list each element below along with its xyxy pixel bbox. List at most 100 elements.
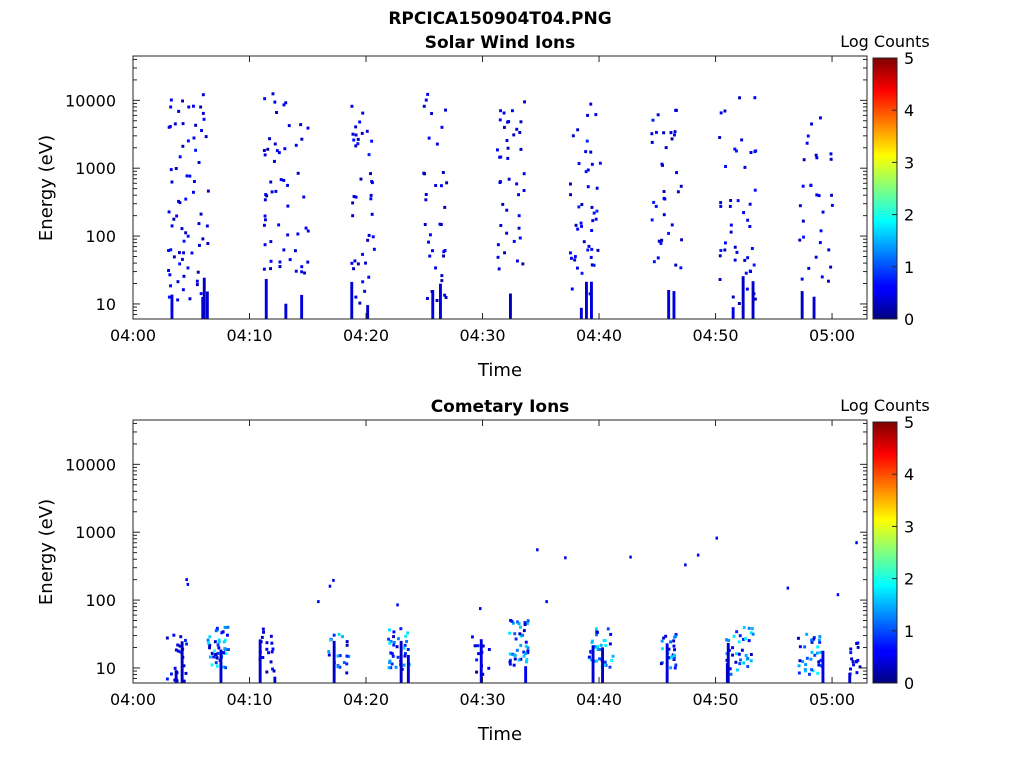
data-cell	[294, 143, 298, 147]
data-cell	[736, 199, 740, 203]
data-cell	[512, 653, 516, 657]
data-cell	[181, 144, 185, 148]
data-cell	[261, 656, 265, 659]
data-cell	[208, 655, 212, 659]
data-cell	[275, 149, 279, 153]
data-cell	[304, 226, 308, 230]
data-cell	[279, 178, 283, 182]
data-cell	[753, 188, 757, 192]
data-cell	[603, 663, 607, 667]
data-cell	[199, 212, 203, 216]
data-cell	[264, 218, 267, 222]
data-cell	[603, 639, 607, 643]
data-cell	[594, 217, 598, 221]
data-cell	[263, 214, 267, 218]
data-cell	[813, 653, 817, 657]
data-cell	[733, 147, 737, 151]
data-cell	[263, 198, 267, 202]
data-cell	[200, 129, 203, 132]
data-cell	[440, 184, 443, 188]
data-cell	[503, 125, 506, 129]
data-cell	[286, 233, 290, 237]
data-cell	[273, 159, 276, 163]
data-cell	[201, 111, 205, 115]
data-cell	[369, 197, 373, 201]
data-cell	[805, 656, 809, 660]
data-cell	[744, 271, 748, 275]
data-cell	[753, 297, 757, 301]
colorbar-tick-label: 5	[904, 413, 914, 432]
data-cell	[267, 651, 270, 655]
data-cell	[208, 646, 211, 650]
data-cell	[192, 104, 195, 108]
data-cell	[742, 637, 745, 641]
data-cell	[286, 183, 289, 187]
data-cell	[856, 645, 860, 649]
spectrogram-data	[165, 536, 862, 683]
data-cell	[479, 639, 483, 683]
panel-title: Cometary Ions	[431, 397, 570, 417]
data-cell	[445, 181, 449, 185]
data-cell	[351, 201, 355, 205]
data-cell	[657, 239, 661, 243]
x-tick-label: 04:10	[226, 326, 272, 345]
data-cell	[803, 645, 807, 649]
data-cell	[402, 663, 406, 667]
data-cell	[327, 653, 331, 657]
data-cell	[523, 621, 527, 624]
data-cell	[718, 254, 722, 258]
x-tick-label: 04:30	[459, 690, 505, 709]
data-cell	[819, 116, 822, 120]
data-cell	[477, 652, 480, 656]
data-cell	[675, 108, 678, 112]
data-cell	[356, 137, 360, 141]
data-cell	[496, 255, 500, 259]
data-cell	[282, 178, 286, 182]
data-cell	[518, 632, 522, 636]
data-cell	[508, 652, 512, 656]
data-cell	[389, 666, 393, 670]
data-cell	[810, 650, 814, 654]
data-cell	[735, 630, 739, 634]
data-cell	[342, 661, 346, 665]
data-cell	[715, 536, 718, 540]
data-cell	[570, 256, 573, 260]
data-cell	[802, 158, 806, 162]
data-cell	[182, 239, 186, 243]
data-cell	[659, 662, 663, 666]
data-cell	[180, 227, 184, 231]
data-cell	[188, 297, 192, 301]
data-cell	[589, 102, 593, 106]
data-cell	[855, 541, 858, 545]
data-cell	[672, 639, 676, 643]
data-cell	[439, 283, 442, 319]
data-cell	[187, 105, 191, 109]
x-tick-label: 04:40	[576, 690, 622, 709]
data-cell	[195, 279, 199, 283]
colorbar-ticks: 0 1 2 3 4 5	[892, 413, 914, 693]
data-cell	[170, 224, 174, 228]
data-cell	[580, 203, 584, 206]
data-cell	[224, 666, 228, 670]
data-cell	[329, 638, 333, 642]
data-cell	[745, 287, 749, 291]
data-cell	[294, 249, 297, 253]
data-cell	[821, 650, 825, 683]
data-cell	[215, 664, 219, 668]
data-cell	[174, 670, 178, 683]
data-cell	[361, 280, 365, 284]
x-tick-label: 04:20	[343, 326, 389, 345]
data-cell	[806, 134, 810, 138]
y-axis: 10 100 1000 10000	[65, 58, 867, 320]
data-cell	[216, 643, 220, 647]
data-cell	[662, 190, 666, 193]
data-cell	[650, 218, 654, 222]
data-cell	[206, 638, 210, 642]
data-cell	[798, 238, 802, 242]
data-cell	[854, 660, 858, 664]
data-cell	[593, 645, 597, 649]
data-cell	[359, 177, 363, 181]
data-cell	[498, 118, 502, 122]
data-cell	[192, 136, 196, 140]
data-cell	[366, 305, 370, 319]
